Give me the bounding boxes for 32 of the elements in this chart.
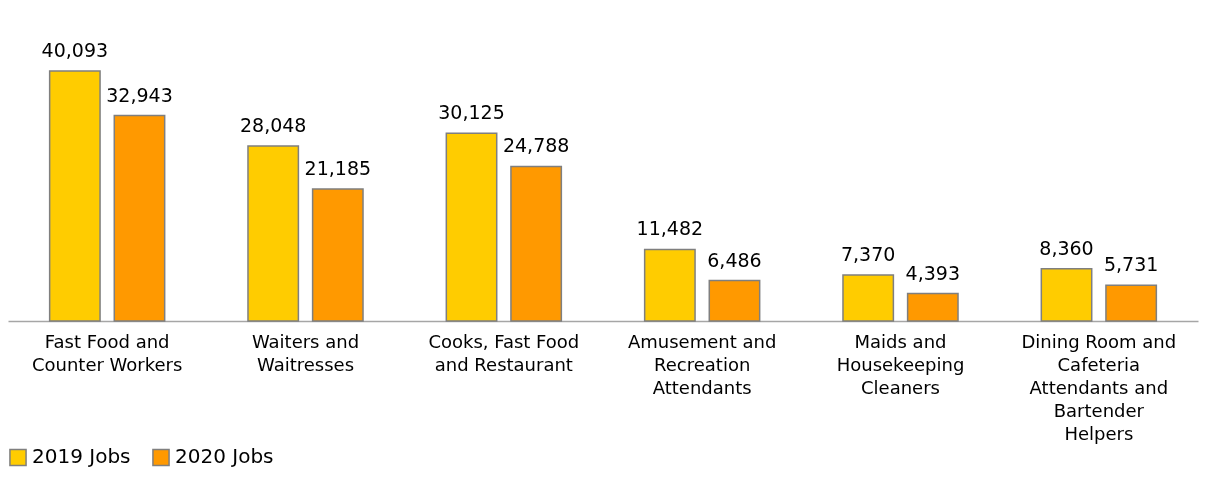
data-label: 7,370 [840,243,896,266]
bar [445,132,498,322]
x-tick-label: Waiters and Waitresses [251,330,360,375]
bar [247,145,300,322]
bar [842,274,895,322]
data-label: 24,788 [502,134,570,157]
data-label: 32,943 [106,83,173,106]
legend-label: 2020 Jobs [175,444,274,469]
x-tick-label: Maids and Housekeeping Cleaners [836,330,965,398]
bar [510,165,563,322]
data-label: 5,731 [1103,253,1159,276]
data-label: 40,093 [41,39,109,61]
data-label: 8,360 [1039,236,1094,259]
bar [708,279,761,322]
data-label: 30,125 [438,101,505,124]
bar [48,70,101,322]
x-tick-label: Cooks, Fast Food and Restaurant [428,330,580,375]
data-label: 11,482 [636,217,704,240]
data-label: 28,048 [239,114,307,137]
x-tick-label: Amusement and Recreation Attendants [627,330,777,398]
bar [1105,284,1158,322]
bar [311,188,364,322]
bar [113,114,166,322]
bar [906,292,959,322]
bar [1040,268,1093,322]
x-tick-label: Dining Room and Cafeteria Attendants and Bartender Helpers [1021,330,1177,444]
data-label: 6,486 [707,248,762,271]
data-label: 4,393 [905,261,961,284]
legend-label: 2019 Jobs [32,444,131,469]
data-label: 21,185 [304,156,372,179]
bar [643,248,696,322]
x-tick-label: Fast Food and Counter Workers [31,330,183,375]
